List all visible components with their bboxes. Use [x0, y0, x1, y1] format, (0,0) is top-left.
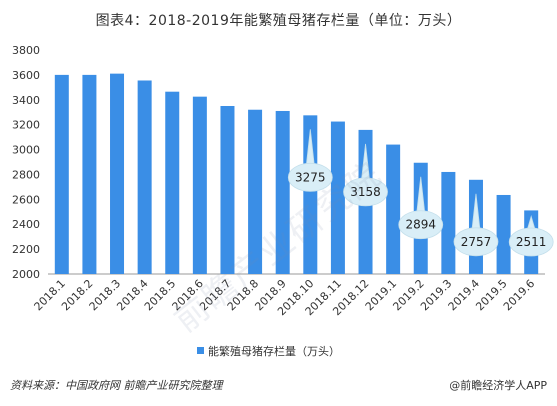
chart-title: 图表4：2018-2019年能繁殖母猪存栏量（单位：万头）	[95, 13, 462, 29]
legend: 能繁殖母猪存栏量（万头）	[197, 344, 340, 358]
callout-value: 2757	[461, 235, 492, 249]
callout-bubble	[343, 177, 388, 207]
legend-label: 能繁殖母猪存栏量（万头）	[208, 344, 340, 358]
callout-value: 3275	[295, 170, 326, 184]
callout-value: 2511	[516, 235, 547, 249]
y-tick-label: 2800	[12, 168, 40, 181]
callout-bubble	[453, 227, 499, 257]
bar-2018.6	[192, 96, 207, 275]
y-tick-label: 2200	[12, 243, 40, 256]
callout-2018.12: 3158	[343, 143, 388, 207]
y-tick-label: 3400	[12, 94, 40, 107]
source-note: 资料来源：中国政府网 前瞻产业研究院整理	[10, 379, 223, 392]
callout-2018.10: 3275	[287, 129, 333, 192]
callout-2019.4: 2757	[453, 193, 499, 257]
bar-2018.5	[165, 91, 180, 274]
y-tick-label: 2000	[12, 268, 40, 281]
callout-bubble	[398, 210, 444, 240]
bar-2018.3	[110, 73, 125, 275]
y-tick-label: 2600	[12, 193, 40, 206]
y-tick-label: 3000	[12, 144, 40, 157]
bar-2018.1	[54, 74, 69, 274]
bar-2019.1	[386, 144, 401, 274]
callout-2019.2: 2894	[398, 176, 444, 240]
bar-2018.11	[330, 121, 345, 274]
bar-2018.8	[248, 109, 263, 274]
bar-2018.7	[220, 106, 235, 274]
bar-2018.10	[303, 115, 318, 274]
bar-2019.3	[441, 171, 456, 274]
callout-value: 2894	[405, 218, 436, 232]
bar-2018.9	[275, 110, 290, 274]
bar-2018.4	[137, 80, 152, 274]
legend-swatch	[197, 347, 204, 354]
y-tick-label: 3200	[12, 119, 40, 132]
callout-2019.6: 2511	[508, 214, 554, 257]
y-tick-label: 3800	[12, 44, 40, 57]
bar-2018.2	[82, 74, 97, 274]
callout-bubble	[287, 162, 333, 192]
brand-credit: @前瞻经济学人APP	[449, 379, 547, 392]
bar-2019.5	[496, 194, 511, 274]
value-callouts: 3275 3158 2894 2757 2511	[287, 129, 554, 257]
callout-bubble	[508, 227, 554, 257]
y-tick-label: 3600	[12, 69, 40, 82]
x-tick-label: 2019.6	[501, 277, 537, 313]
x-tick-labels: 2018.12018.22018.32018.42018.52018.62018…	[32, 277, 538, 318]
y-axis: 2000 2200 2400 2600 2800 3000 3200 3400 3600 3800	[12, 44, 40, 281]
callout-value: 3158	[350, 185, 381, 199]
y-tick-label: 2400	[12, 218, 40, 231]
